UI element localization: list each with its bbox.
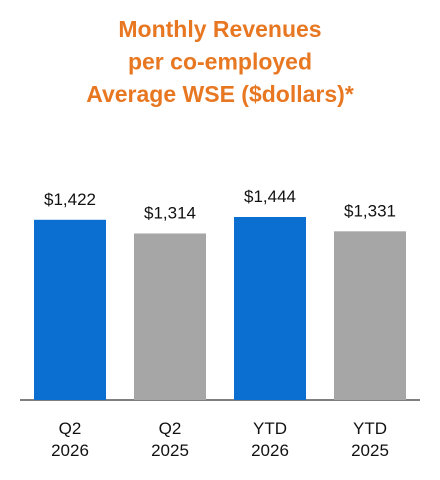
bar	[334, 231, 406, 400]
x-tick-label: YTD 2026	[251, 419, 289, 460]
value-label: $1,422	[44, 190, 96, 209]
x-tick-label: YTD 2025	[351, 419, 389, 460]
bar	[34, 219, 106, 400]
chart-title: Monthly Revenues per co-employed Average W…	[86, 16, 354, 107]
value-label: $1,331	[344, 202, 396, 221]
bar	[134, 233, 206, 400]
value-label: $1,444	[244, 187, 296, 206]
value-label: $1,314	[144, 204, 196, 223]
x-tick-label: Q2 2025	[151, 419, 189, 460]
bar	[234, 217, 306, 400]
x-tick-label: Q2 2026	[51, 419, 89, 460]
